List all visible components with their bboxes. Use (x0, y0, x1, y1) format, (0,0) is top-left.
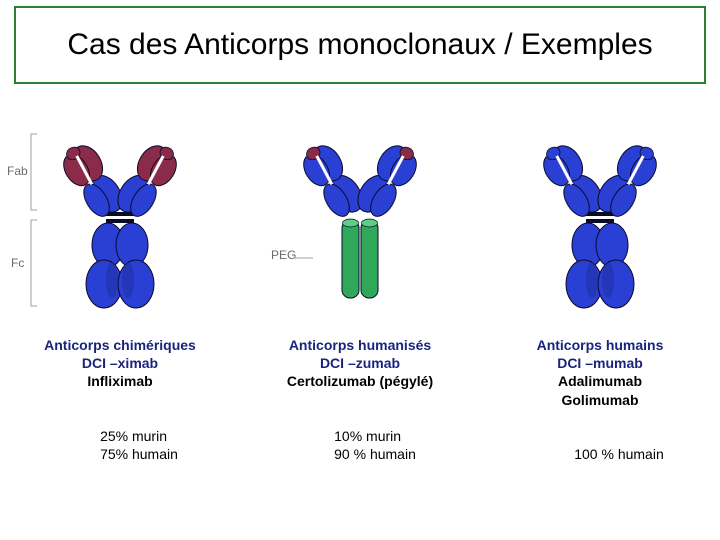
composition: 25% murin 75% humain (62, 427, 178, 465)
antibody-row: Fab Fc Anticorps chimériques DCI –ximab I… (0, 120, 720, 464)
page-title: Cas des Anticorps monoclonaux / Exemples (67, 27, 652, 62)
caption-drug2: Golimumab (537, 391, 664, 409)
caption: Anticorps humanisés DCI –zumab Certolizu… (287, 336, 433, 391)
antibody-icon (280, 120, 440, 320)
caption-type: Anticorps chimériques (44, 336, 196, 354)
column-human: Anticorps humains DCI –mumab Adalimumab … (485, 120, 715, 464)
caption-drug1: Certolizumab (pégylé) (287, 372, 433, 390)
caption-dci: DCI –zumab (287, 354, 433, 372)
figure-wrap (485, 120, 715, 330)
column-chimeric: Fab Fc Anticorps chimériques DCI –ximab I… (5, 120, 235, 464)
fc-label: Fc (11, 256, 24, 270)
figure-wrap: Fab Fc (5, 120, 235, 330)
composition-line1: 100 % humain (574, 445, 664, 464)
caption-type: Anticorps humains (537, 336, 664, 354)
fab-label: Fab (7, 164, 28, 178)
caption: Anticorps humains DCI –mumab Adalimumab … (537, 336, 664, 409)
peg-tick-icon (293, 254, 333, 264)
caption-drug1: Infliximab (44, 372, 196, 390)
composition-line2: 75% humain (100, 445, 178, 464)
bracket-icon (5, 120, 235, 320)
composition-line1: 10% murin (334, 427, 416, 446)
caption-dci: DCI –mumab (537, 354, 664, 372)
antibody-icon (520, 120, 680, 320)
composition-line1: 25% murin (100, 427, 178, 446)
title-box: Cas des Anticorps monoclonaux / Exemples (14, 6, 706, 84)
figure-wrap: PEG (245, 120, 475, 330)
caption-drug1: Adalimumab (537, 372, 664, 390)
caption-dci: DCI –ximab (44, 354, 196, 372)
composition: 100 % humain (536, 445, 664, 464)
column-humanized: PEG Anticorps humanisés DCI –zumab Certo… (245, 120, 475, 464)
caption: Anticorps chimériques DCI –ximab Inflixi… (44, 336, 196, 391)
composition-line2: 90 % humain (334, 445, 416, 464)
composition: 10% murin 90 % humain (304, 427, 416, 465)
caption-type: Anticorps humanisés (287, 336, 433, 354)
